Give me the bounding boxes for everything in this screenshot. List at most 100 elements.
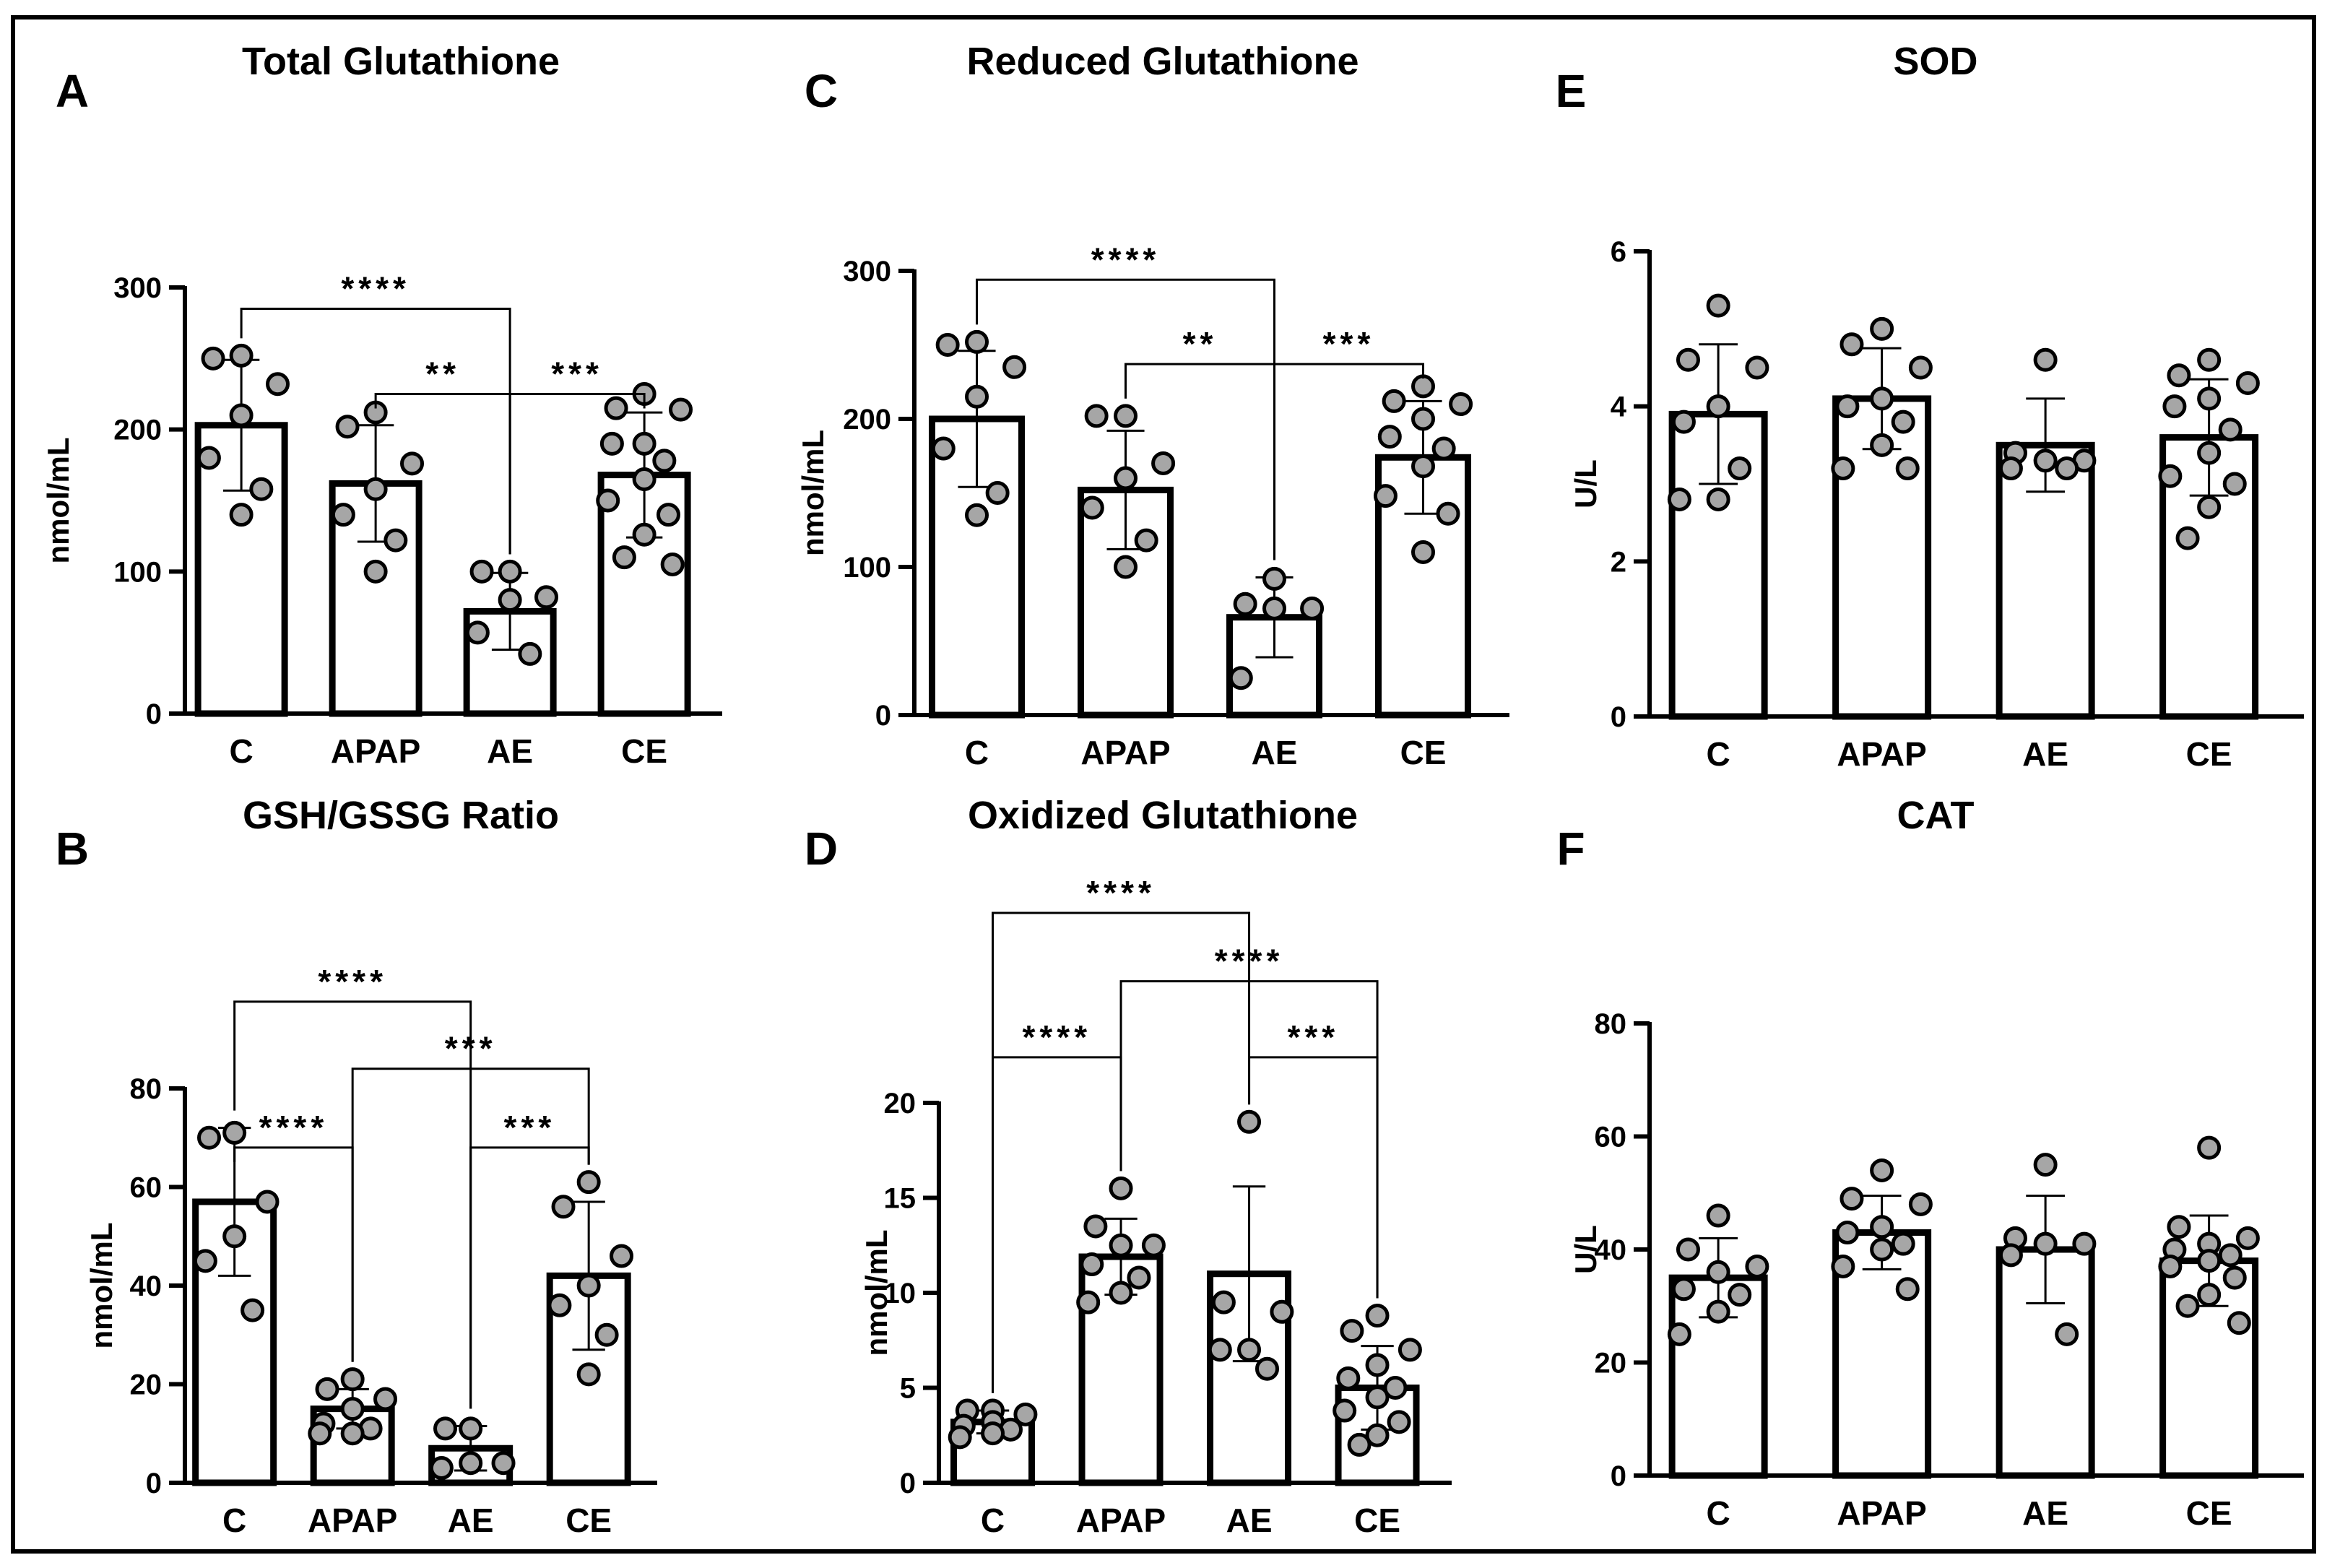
data-point	[1895, 456, 1920, 481]
data-point	[340, 1421, 365, 1446]
data-point	[340, 1367, 365, 1392]
data-point	[632, 467, 656, 491]
y-tick-label: 100	[843, 552, 891, 584]
data-point	[1084, 404, 1109, 428]
data-point	[1411, 540, 1436, 564]
data-point	[498, 588, 522, 612]
data-point	[315, 1377, 339, 1401]
data-point	[948, 1425, 972, 1450]
panel-f: F CAT 0 20 40 60 80 U/L C APAP AE CE	[1556, 794, 2304, 1532]
data-point	[1254, 1356, 1279, 1381]
y-axis-label: nmol/mL	[859, 1230, 893, 1356]
x-tick-label-apap: APAP	[308, 1502, 397, 1539]
y-tick-label: 0	[1611, 701, 1626, 733]
data-point	[1382, 389, 1406, 413]
panel-title: Reduced Glutathione	[966, 40, 1358, 83]
data-point	[965, 503, 989, 527]
data-point	[1211, 1290, 1236, 1314]
data-point	[656, 503, 681, 527]
y-tick-label: 40	[130, 1270, 162, 1302]
data-point	[1411, 454, 1436, 479]
significance-bracket	[469, 1146, 590, 1409]
data-point	[1013, 1402, 1038, 1426]
y-tick-label: 15	[884, 1183, 916, 1215]
data-point	[547, 1293, 572, 1317]
data-point	[1706, 1260, 1730, 1284]
significance-label: ****	[259, 1109, 329, 1146]
data-point	[981, 1421, 1005, 1446]
data-point	[2218, 1243, 2242, 1268]
data-point	[2222, 1265, 2247, 1290]
data-point	[1728, 456, 1752, 481]
panel-b: B GSH/GSSG Ratio 0 20 40 60 80 nmol/mL C APAP AE CE…	[56, 794, 657, 1539]
y-tick-label: 0	[875, 700, 891, 732]
data-point	[1398, 1338, 1422, 1362]
data-point	[1870, 1237, 1894, 1262]
data-point	[2222, 472, 2247, 496]
x-tick-label-ae: AE	[1252, 734, 1298, 771]
data-point	[612, 545, 636, 570]
data-point	[2197, 1135, 2222, 1160]
data-point	[331, 503, 355, 527]
data-point	[965, 329, 989, 354]
data-point	[1151, 451, 1176, 475]
y-axis-label: nmol/mL	[41, 438, 75, 564]
data-point	[1109, 1281, 1133, 1305]
data-point	[2218, 417, 2242, 442]
data-point	[1706, 1299, 1730, 1324]
y-tick-label: 300	[843, 256, 891, 287]
data-point	[2033, 449, 2058, 473]
y-axis-label: nmol/mL	[84, 1223, 118, 1349]
y-tick-label: 80	[1595, 1008, 1627, 1040]
x-tick-label-ae: AE	[487, 732, 533, 770]
data-point	[1262, 596, 1287, 620]
data-point	[1365, 1423, 1390, 1447]
data-point	[1728, 1283, 1752, 1307]
x-tick-label-ce: CE	[621, 732, 667, 770]
y-tick-label: 20	[1595, 1348, 1627, 1379]
data-point	[1340, 1319, 1364, 1343]
data-point	[632, 522, 656, 547]
panel-a: A Total Glutathione 0 100 200 300 nmol/mL C APAP…	[41, 40, 722, 770]
y-tick-label: 6	[1611, 236, 1626, 268]
x-tick-label-ae: AE	[2022, 1494, 2068, 1532]
x-tick-label-apap: APAP	[1837, 735, 1926, 773]
data-point	[1449, 392, 1473, 416]
data-point	[2197, 386, 2222, 411]
x-tick-label-ce: CE	[566, 1502, 612, 1539]
data-point	[1383, 1376, 1408, 1400]
data-point	[459, 1451, 483, 1476]
data-point	[1114, 555, 1138, 579]
panel-letter: C	[805, 65, 838, 117]
panel-letter: D	[805, 823, 838, 875]
data-point	[1870, 386, 1894, 411]
data-point	[229, 403, 254, 428]
data-point	[576, 1273, 601, 1298]
panel-letter: B	[56, 823, 89, 875]
x-tick-label-c: C	[981, 1502, 1005, 1539]
significance-label: ***	[1323, 325, 1375, 363]
panel-e: E SOD 0 2 4 6 U/L C APAP AE CE	[1556, 40, 2304, 773]
data-point	[2167, 1215, 2191, 1239]
data-point	[1895, 1277, 1920, 1301]
significance-label: ***	[445, 1030, 497, 1067]
panel-d: D Oxidized Glutathione 0 5 10 15 20 nmol/mL C APA…	[805, 794, 1452, 1539]
data-point	[1411, 374, 1436, 399]
data-point	[2227, 1311, 2251, 1335]
data-point	[249, 477, 274, 501]
data-point	[335, 415, 360, 439]
x-tick-label-c: C	[1707, 735, 1730, 773]
data-point	[632, 431, 656, 456]
data-point	[240, 1298, 265, 1322]
y-tick-label: 300	[113, 272, 162, 304]
data-point	[498, 559, 522, 584]
data-point	[1706, 293, 1730, 318]
y-tick-label: 60	[1595, 1122, 1627, 1153]
data-point	[1436, 501, 1460, 526]
y-axis-label: U/L	[1569, 1225, 1603, 1274]
data-point	[1908, 1192, 1933, 1216]
data-point	[2033, 347, 2058, 372]
data-point	[576, 1170, 601, 1195]
data-point	[596, 488, 620, 513]
data-point	[1706, 1203, 1730, 1228]
